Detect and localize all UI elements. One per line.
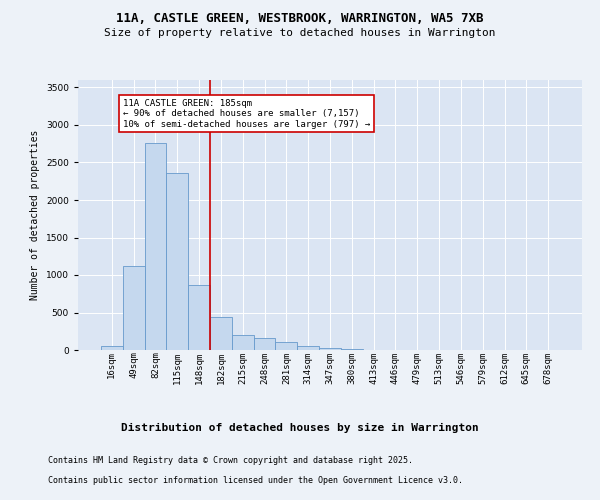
Text: 11A, CASTLE GREEN, WESTBROOK, WARRINGTON, WA5 7XB: 11A, CASTLE GREEN, WESTBROOK, WARRINGTON… <box>116 12 484 26</box>
Bar <box>341 349 363 350</box>
Y-axis label: Number of detached properties: Number of detached properties <box>31 130 40 300</box>
Text: Distribution of detached houses by size in Warrington: Distribution of detached houses by size … <box>121 422 479 432</box>
Text: Contains HM Land Registry data © Crown copyright and database right 2025.: Contains HM Land Registry data © Crown c… <box>48 456 413 465</box>
Bar <box>210 317 232 350</box>
Bar <box>275 342 297 350</box>
Bar <box>297 346 319 350</box>
Bar <box>232 335 254 350</box>
Bar <box>101 346 123 350</box>
Bar <box>145 143 166 350</box>
Bar <box>166 173 188 350</box>
Bar <box>188 285 210 350</box>
Text: Contains public sector information licensed under the Open Government Licence v3: Contains public sector information licen… <box>48 476 463 485</box>
Bar <box>254 338 275 350</box>
Bar <box>319 348 341 350</box>
Bar <box>123 266 145 350</box>
Text: Size of property relative to detached houses in Warrington: Size of property relative to detached ho… <box>104 28 496 38</box>
Text: 11A CASTLE GREEN: 185sqm
← 90% of detached houses are smaller (7,157)
10% of sem: 11A CASTLE GREEN: 185sqm ← 90% of detach… <box>123 99 370 128</box>
